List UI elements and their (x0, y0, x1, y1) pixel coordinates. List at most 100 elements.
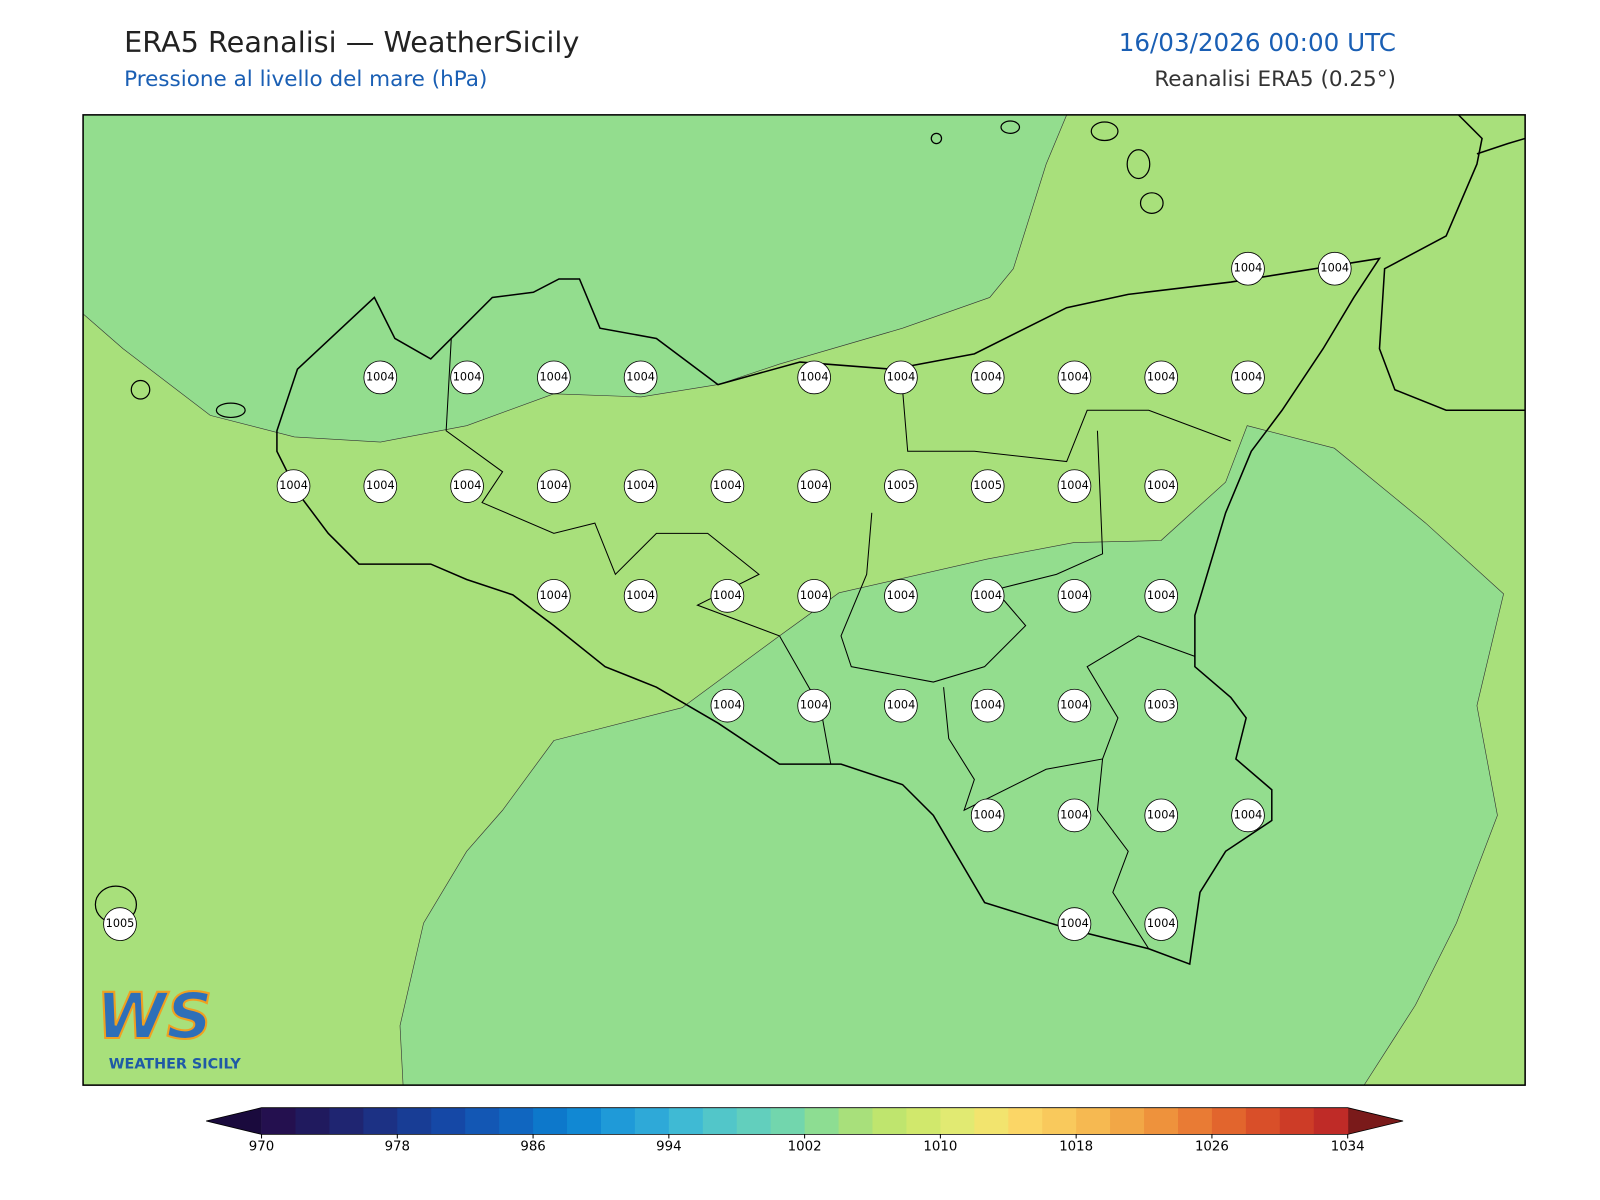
station-value: 1004 (1060, 808, 1089, 821)
station-value: 1004 (800, 370, 829, 383)
station-marker (1317, 251, 1352, 286)
colorbar-tick-label: 994 (656, 1140, 681, 1155)
logo-mark: WS (96, 979, 212, 1053)
station-value: 1004 (1060, 479, 1089, 492)
province-borders (943, 635, 1196, 812)
station-marker (1057, 579, 1092, 613)
calabria-coast (1378, 114, 1526, 412)
colorbar-segment (533, 1107, 568, 1135)
station-marker (797, 579, 831, 613)
colorbar-segment (499, 1107, 534, 1135)
station-value: 1004 (1147, 917, 1176, 930)
station-value: 1005 (973, 479, 1002, 492)
sicily-coast (276, 257, 1382, 966)
station-value: 1004 (1060, 699, 1089, 712)
colorbar-segment (431, 1107, 466, 1135)
station-value: 1004 (540, 479, 569, 492)
colorbar-segment (1279, 1107, 1315, 1135)
colorbar-segment (906, 1107, 941, 1135)
station-marker (970, 579, 1005, 613)
station-marker (710, 688, 745, 723)
source: Reanalisi ERA5 (0.25°) (1154, 67, 1396, 92)
station-marker (103, 907, 137, 941)
station-marker (1144, 907, 1179, 941)
colorbar-segment (1177, 1107, 1213, 1135)
station-marker (1144, 579, 1179, 613)
station-marker (450, 360, 484, 395)
station-marker (623, 579, 658, 613)
island (215, 402, 246, 419)
station-marker (1231, 798, 1265, 833)
colorbar-segment (770, 1107, 806, 1135)
colorbar-tick-label: 1018 (1059, 1140, 1093, 1155)
colorbar-segment (804, 1107, 840, 1135)
station-value: 1005 (887, 479, 916, 492)
colorbar-segment (567, 1107, 602, 1135)
station-value: 1004 (887, 370, 916, 383)
station-value: 1004 (1234, 370, 1263, 383)
colorbar-segment (872, 1107, 907, 1135)
colorbar-segment (974, 1107, 1009, 1135)
logo: WS WEATHER SICILY (95, 978, 241, 1073)
colorbar-segment (397, 1107, 432, 1135)
field-dark-south (399, 425, 1504, 1086)
colorbar-segment (1042, 1107, 1077, 1135)
map-frame (82, 114, 1526, 1086)
island (1126, 149, 1151, 180)
station-value: 1004 (887, 699, 916, 712)
datetime: 16/03/2026 00:00 UTC (1119, 28, 1396, 57)
station-value: 1004 (1060, 370, 1089, 383)
station-marker (710, 579, 745, 613)
station-value: 1004 (366, 479, 395, 492)
colorbar-tick-label: 1002 (788, 1140, 822, 1155)
station-marker (970, 688, 1005, 723)
station-marker (537, 579, 571, 613)
colorbar-tick-label: 1010 (923, 1140, 957, 1155)
colorbar-segment (1110, 1107, 1145, 1135)
colorbar-segment (1211, 1107, 1247, 1135)
station-value: 1004 (1234, 262, 1263, 275)
station-value: 1004 (453, 370, 482, 383)
island (1090, 121, 1119, 142)
station-marker (450, 469, 484, 503)
station-marker (970, 469, 1005, 503)
colorbar-segment (736, 1107, 772, 1135)
station-marker (1144, 469, 1179, 503)
station-marker (884, 579, 918, 613)
station-value: 1004 (1147, 479, 1176, 492)
map: 1004 1004 1004 1004 1004 1004 1004 1004 1004 1004… (82, 114, 1526, 1086)
station-value: 1004 (453, 479, 482, 492)
station-value: 1004 (1320, 262, 1349, 275)
station-value: 1004 (1147, 589, 1176, 602)
island (130, 379, 151, 400)
colorbar-segment (1313, 1107, 1349, 1135)
station-marker (710, 469, 745, 503)
station-marker (276, 469, 311, 503)
station-value: 1004 (1234, 808, 1263, 821)
island (1000, 120, 1021, 134)
station-value: 1004 (1060, 917, 1089, 930)
colorbar-segment (668, 1107, 704, 1135)
colorbar-segment (1144, 1107, 1179, 1135)
station-value: 1004 (800, 589, 829, 602)
station-marker (537, 360, 571, 395)
station-marker (1057, 688, 1092, 723)
colorbar-segment (634, 1107, 670, 1135)
station-value: 1004 (800, 479, 829, 492)
station-marker (970, 798, 1005, 833)
station-marker (1231, 360, 1265, 395)
title: ERA5 Reanalisi — WeatherSicily (124, 25, 579, 59)
colorbar-segment (363, 1107, 398, 1135)
colorbar-segment (1245, 1107, 1281, 1135)
station-marker (363, 469, 398, 503)
colorbar-tick-label: 1034 (1331, 1140, 1365, 1155)
subtitle: Pressione al livello del mare (hPa) (124, 67, 487, 92)
station-value: 1004 (1147, 808, 1176, 821)
station-value: 1004 (1060, 589, 1089, 602)
colorbar-under (206, 1107, 262, 1135)
colorbar-segment (329, 1107, 364, 1135)
colorbar-segment (940, 1107, 975, 1135)
station-marker (970, 360, 1005, 395)
